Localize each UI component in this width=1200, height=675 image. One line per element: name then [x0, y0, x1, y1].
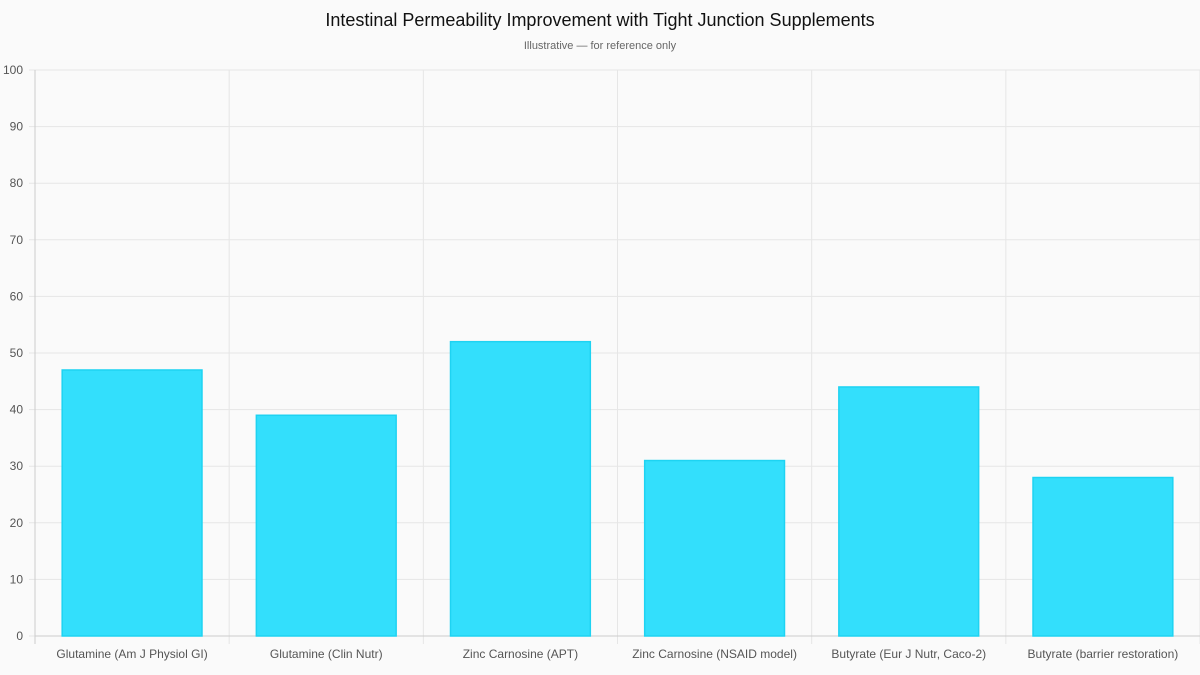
bar	[838, 386, 980, 637]
y-tick-label: 100	[3, 63, 23, 77]
bar	[1032, 476, 1174, 637]
y-tick-label: 30	[10, 459, 24, 473]
x-tick-label: Zinc Carnosine (APT)	[463, 647, 578, 661]
y-tick-label: 50	[10, 346, 24, 360]
bar	[643, 459, 786, 637]
y-tick-label: 20	[10, 516, 24, 530]
bar	[449, 340, 592, 637]
y-tick-label: 40	[10, 403, 24, 417]
y-tick-label: 70	[10, 233, 24, 247]
y-tick-label: 10	[10, 572, 24, 586]
y-tick-label: 90	[10, 120, 24, 134]
x-tick-label: Zinc Carnosine (NSAID model)	[632, 647, 797, 661]
x-tick-label: Glutamine (Am J Physiol GI)	[56, 647, 207, 661]
chart-subtitle: Illustrative — for reference only	[523, 40, 677, 52]
y-tick-label: 80	[10, 176, 24, 190]
x-tick-label: Butyrate (Eur J Nutr, Caco-2)	[831, 647, 986, 661]
bar	[255, 414, 397, 637]
y-tick-label: 60	[10, 289, 24, 303]
chart-title: Intestinal Permeability Improvement with…	[325, 10, 875, 30]
x-tick-label: Glutamine (Clin Nutr)	[270, 647, 383, 661]
bar	[61, 369, 203, 637]
y-tick-label: 0	[16, 629, 23, 643]
x-tick-label: Butyrate (barrier restoration)	[1028, 647, 1179, 661]
